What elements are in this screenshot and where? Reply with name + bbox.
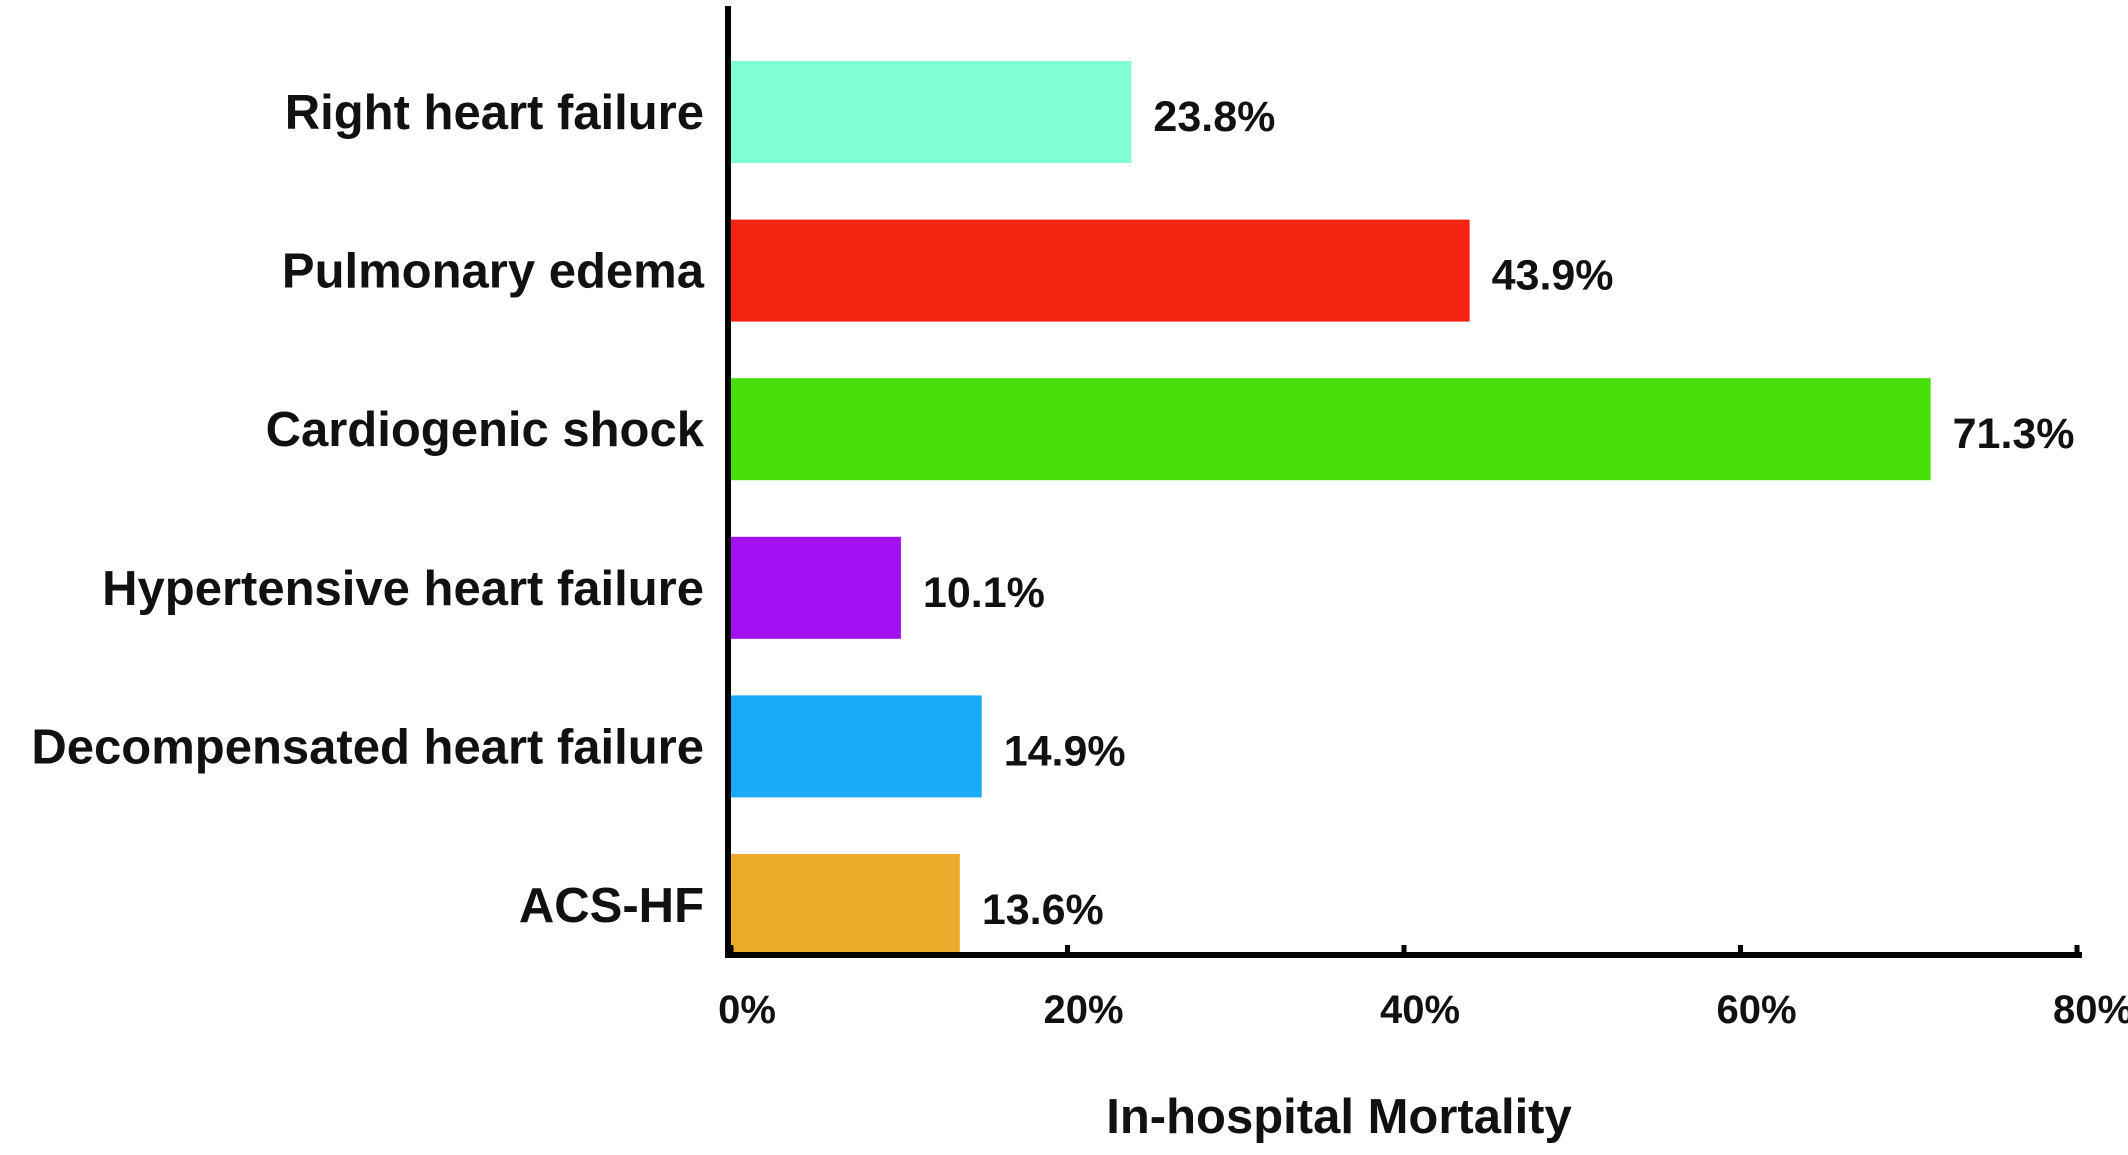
category-label: ACS-HF [519,879,704,933]
category-label: Pulmonary edema [282,245,705,299]
ticks-layer: 0% 20% 40% 60% 80% [718,945,2128,1032]
category-label: Cardiogenic shock [266,403,705,457]
category-label: Decompensated heart failure [31,720,704,774]
bar [731,536,901,639]
x-tick-label: 80% [2053,988,2128,1032]
value-label: 13.6% [982,886,1104,934]
labels-layer: Right heart failure 23.8% Pulmonary edema 4… [31,86,2074,934]
value-label: 23.8% [1153,93,1275,141]
bar [731,61,1132,163]
x-tick-label: 0% [718,988,776,1032]
bar [731,378,1931,481]
x-axis-title: In-hospital Mortality [1106,1090,1572,1144]
bar [731,695,982,798]
bar [731,854,960,956]
bars-layer [731,61,1931,956]
x-tick-label: 20% [1043,988,1123,1032]
value-label: 10.1% [923,569,1045,617]
x-tick-label: 60% [1716,988,1796,1032]
value-label: 14.9% [1004,727,1126,775]
value-label: 71.3% [1953,410,2075,458]
bar [731,219,1470,322]
category-label: Right heart failure [285,86,704,140]
value-label: 43.9% [1492,252,1614,300]
x-tick-label: 40% [1380,988,1460,1032]
category-label: Hypertensive heart failure [102,562,704,616]
